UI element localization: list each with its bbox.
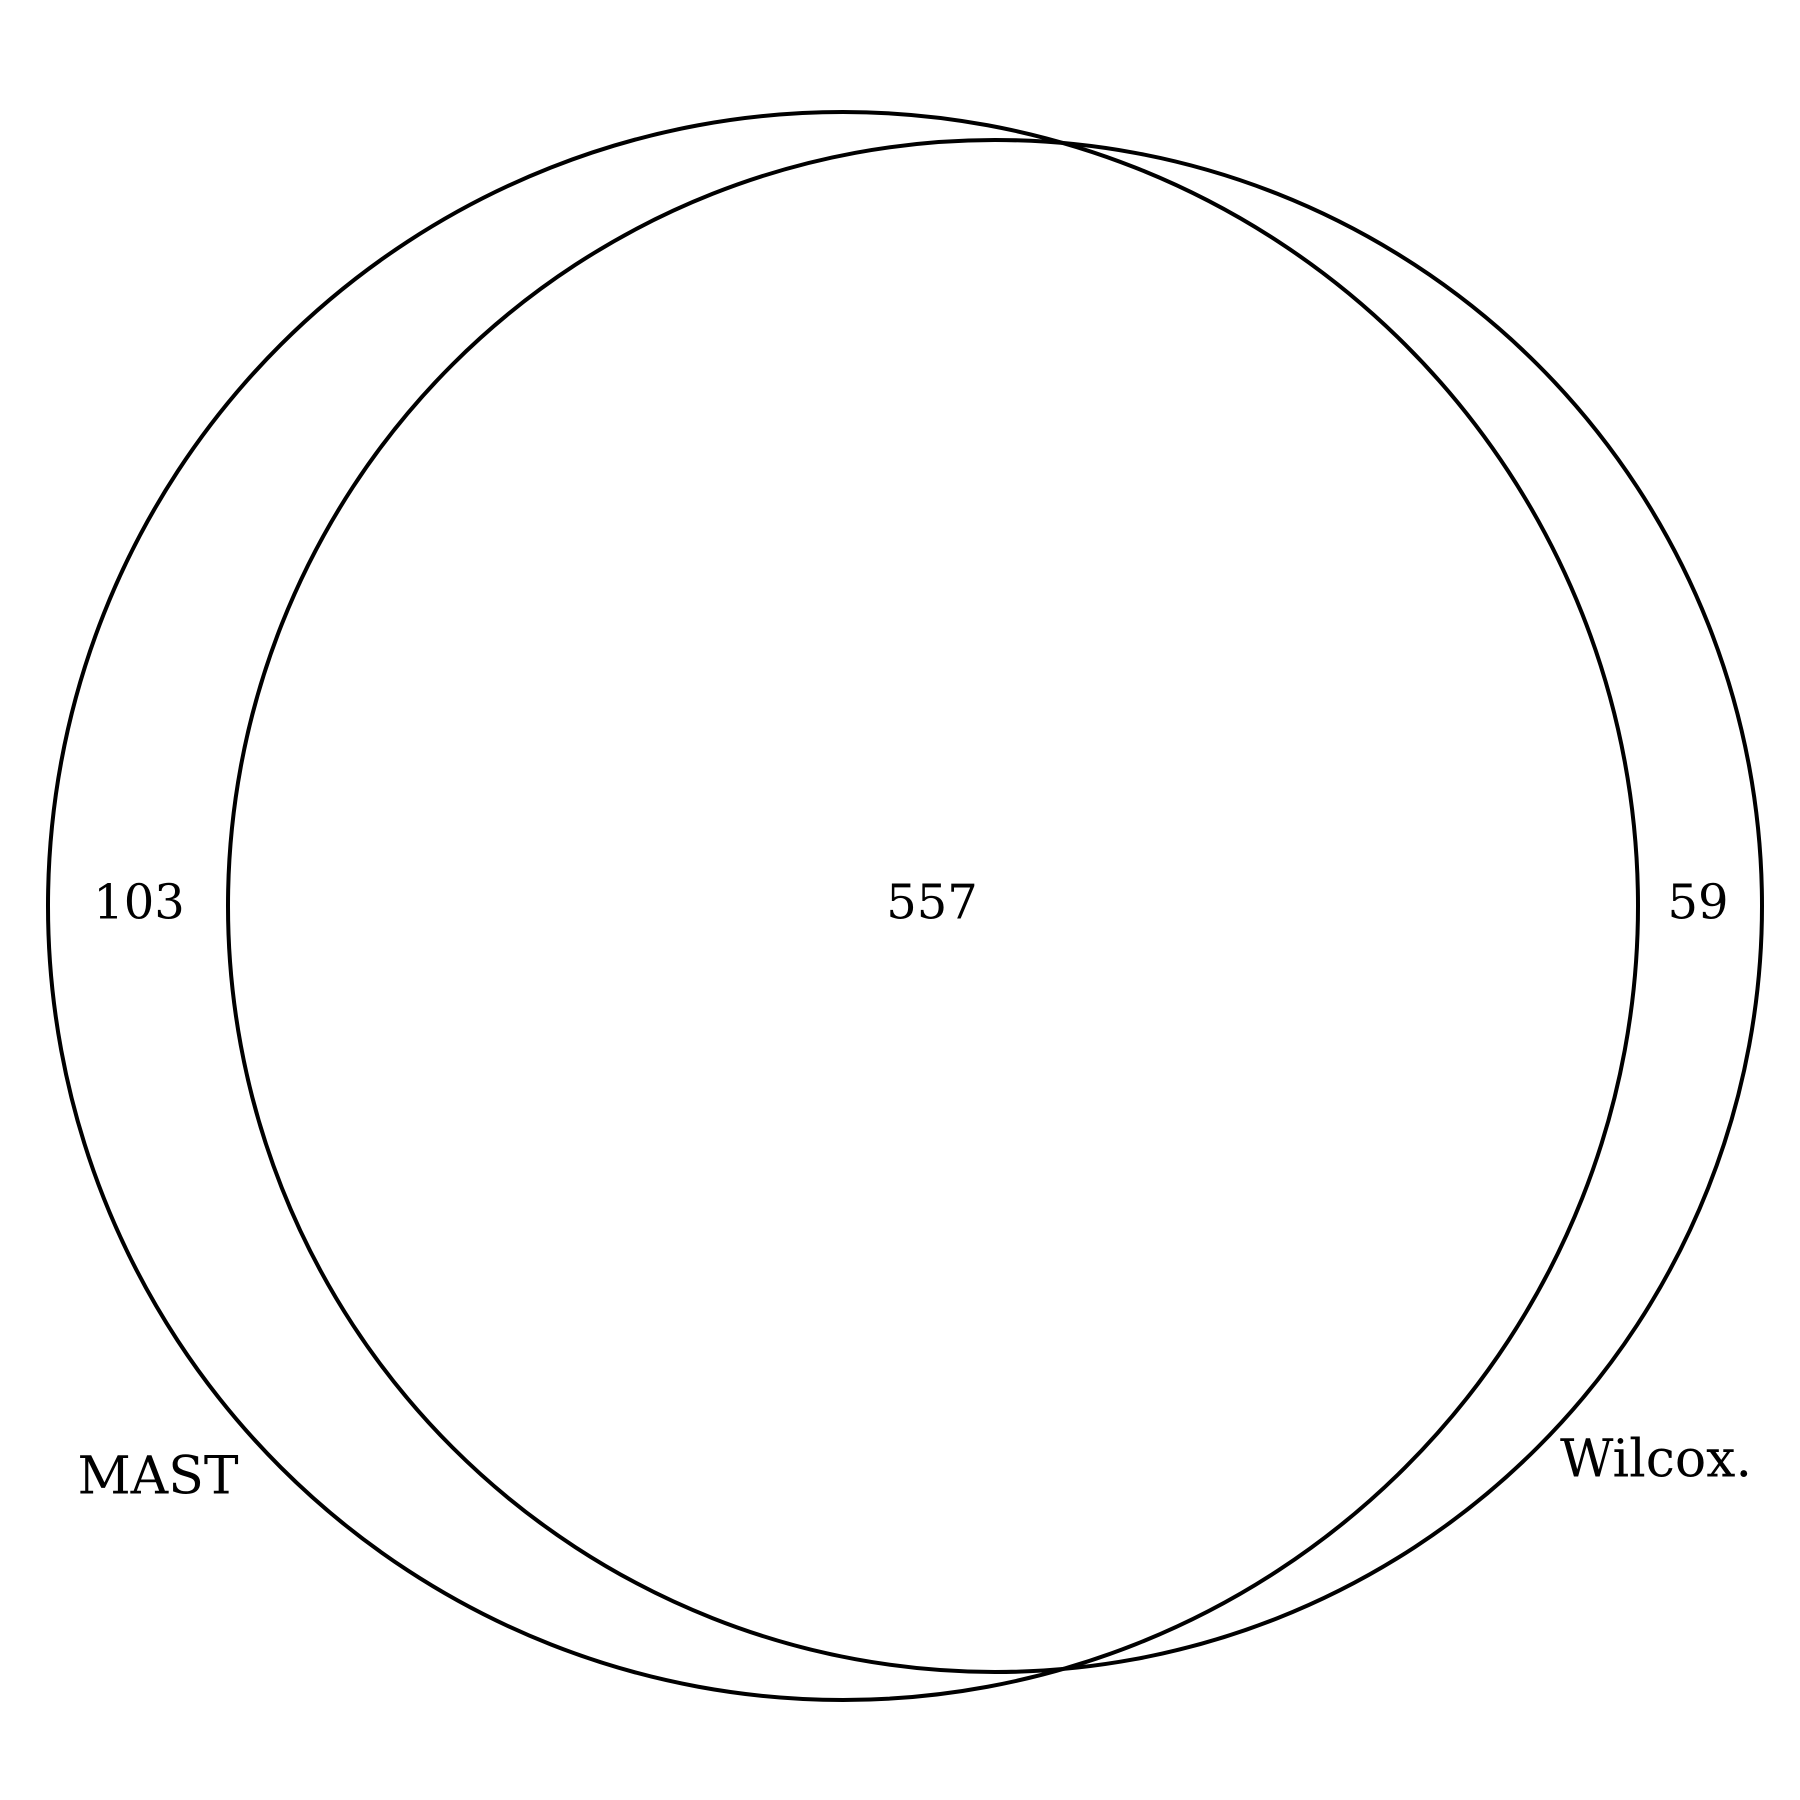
intersection-count: 557 (886, 875, 978, 931)
set-label-wilcox: Wilcox. (1560, 1430, 1752, 1490)
set-outline-wilcox (226, 138, 1764, 1674)
mast-only-count: 103 (93, 875, 185, 931)
set-outline-mast (46, 110, 1640, 1702)
set-label-mast: MAST (77, 1447, 238, 1507)
wilcox-only-count: 59 (1667, 875, 1728, 931)
